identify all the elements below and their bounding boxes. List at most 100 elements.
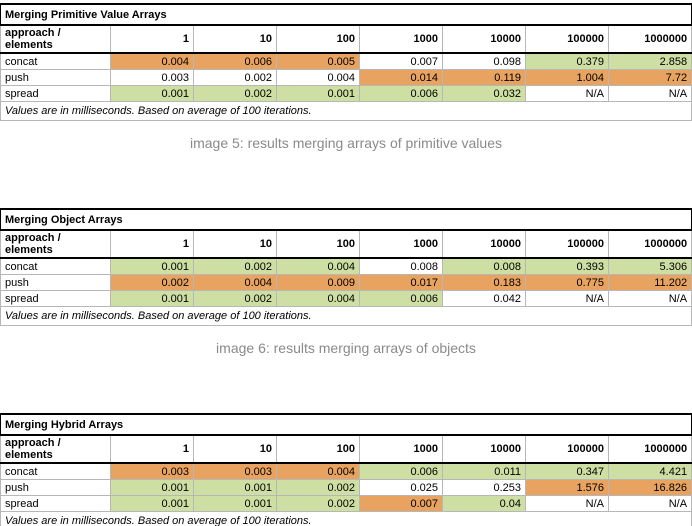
value-cell: 0.003: [110, 69, 194, 86]
value-cell: 0.002: [193, 257, 277, 275]
value-cell: 0.001: [110, 479, 194, 496]
value-cell: 0.002: [193, 69, 277, 86]
value-cell: 11.202: [607, 274, 692, 291]
value-cell: 0.001: [110, 290, 194, 307]
value-cell: 0.004: [276, 290, 360, 307]
table-footnote: Values are in milliseconds. Based on ave…: [0, 101, 692, 121]
value-cell: 2.858: [607, 52, 692, 70]
value-cell: N/A: [525, 290, 609, 307]
value-cell: 0.006: [359, 85, 443, 102]
row-label: concat: [0, 257, 111, 275]
value-cell: 0.393: [525, 257, 609, 275]
value-cell: 0.007: [359, 495, 443, 512]
value-cell: 0.002: [276, 495, 360, 512]
table-row-push: push 0.003 0.002 0.004 0.014 0.119 1.004 7.72: [0, 69, 692, 86]
value-cell: 0.006: [359, 290, 443, 307]
column-header-cell: 1: [110, 435, 194, 464]
column-header-cell: 10000: [442, 25, 526, 54]
table-footnote-row: Values are in milliseconds. Based on ave…: [0, 101, 692, 121]
column-header-cell: 100000: [525, 435, 609, 464]
value-cell: 0.001: [110, 495, 194, 512]
value-cell: N/A: [607, 495, 692, 512]
value-cell: 0.098: [442, 52, 526, 70]
value-cell: 0.003: [193, 462, 277, 480]
value-cell: 0.001: [276, 85, 360, 102]
column-header-cell: 10: [193, 435, 277, 464]
table-row-spread: spread 0.001 0.001 0.002 0.007 0.04 N/A N/A: [0, 495, 692, 512]
row-label: push: [0, 479, 111, 496]
value-cell: 1.576: [525, 479, 609, 496]
table-row-spread: spread 0.001 0.002 0.004 0.006 0.042 N/A N/A: [0, 290, 692, 307]
value-cell: N/A: [607, 85, 692, 102]
value-cell: 0.014: [359, 69, 443, 86]
column-header-cell: 10: [193, 230, 277, 259]
value-cell: 0.002: [276, 479, 360, 496]
table-header-row: approach / elements 1 10 100 1000 10000 100000…: [0, 435, 692, 464]
table-title: Merging Hybrid Arrays: [0, 413, 692, 436]
row-label: push: [0, 69, 111, 86]
corner-header-cell: approach / elements: [0, 230, 111, 259]
value-cell: 0.007: [359, 52, 443, 70]
value-cell: 0.005: [276, 52, 360, 70]
column-header-cell: 100: [276, 25, 360, 54]
table-title-row: Merging Primitive Value Arrays: [0, 3, 692, 26]
table-footnote: Values are in milliseconds. Based on ave…: [0, 511, 692, 526]
value-cell: 0.006: [193, 52, 277, 70]
column-header-cell: 1: [110, 25, 194, 54]
value-cell: 0.002: [193, 85, 277, 102]
value-cell: 0.001: [110, 257, 194, 275]
value-cell: 0.008: [359, 257, 443, 275]
value-cell: 0.775: [525, 274, 609, 291]
corner-header-cell: approach / elements: [0, 25, 111, 54]
value-cell: 0.004: [193, 274, 277, 291]
table-row-concat: concat 0.004 0.006 0.005 0.007 0.098 0.379 2.85…: [0, 52, 692, 70]
value-cell: 0.04: [442, 495, 526, 512]
value-cell: 5.306: [607, 257, 692, 275]
table-body: concat 0.004 0.006 0.005 0.007 0.098 0.379 2.85…: [0, 52, 692, 102]
value-cell: 0.017: [359, 274, 443, 291]
value-cell: 0.042: [442, 290, 526, 307]
results-table: Merging Object Arrays approach / element…: [0, 208, 692, 326]
value-cell: 0.253: [442, 479, 526, 496]
column-header-cell: 1000000: [607, 230, 692, 259]
value-cell: 0.004: [276, 462, 360, 480]
column-header-cell: 100: [276, 435, 360, 464]
value-cell: 0.004: [276, 257, 360, 275]
value-cell: 0.032: [442, 85, 526, 102]
results-table: Merging Hybrid Arrays approach / element…: [0, 413, 692, 526]
table-body: concat 0.001 0.002 0.004 0.008 0.008 0.393 5.30…: [0, 257, 692, 307]
row-label: spread: [0, 290, 111, 307]
column-header-cell: 1000000: [607, 25, 692, 54]
value-cell: 7.72: [607, 69, 692, 86]
value-cell: 0.001: [193, 479, 277, 496]
value-cell: 0.006: [359, 462, 443, 480]
results-table-section-3: Merging Hybrid Arrays approach / element…: [0, 413, 692, 526]
value-cell: 0.011: [442, 462, 526, 480]
value-cell: 0.002: [193, 290, 277, 307]
table-body: concat 0.003 0.003 0.004 0.006 0.011 0.347 4.42…: [0, 462, 692, 512]
row-label: concat: [0, 462, 111, 480]
value-cell: 0.004: [276, 69, 360, 86]
row-label: push: [0, 274, 111, 291]
column-header-cell: 1000000: [607, 435, 692, 464]
row-label: spread: [0, 85, 111, 102]
value-cell: 0.008: [442, 257, 526, 275]
table-title: Merging Primitive Value Arrays: [0, 3, 692, 26]
value-cell: N/A: [525, 495, 609, 512]
column-header-cell: 100000: [525, 230, 609, 259]
table-header-row: approach / elements 1 10 100 1000 10000 100000…: [0, 25, 692, 54]
value-cell: 16.826: [607, 479, 692, 496]
table-header-row: approach / elements 1 10 100 1000 10000 100000…: [0, 230, 692, 259]
corner-header-cell: approach / elements: [0, 435, 111, 464]
value-cell: 1.004: [525, 69, 609, 86]
table-row-concat: concat 0.003 0.003 0.004 0.006 0.011 0.347 4.42…: [0, 462, 692, 480]
table-footnote-row: Values are in milliseconds. Based on ave…: [0, 306, 692, 326]
table-caption: image 6: results merging arrays of objec…: [216, 340, 476, 356]
value-cell: 0.001: [110, 85, 194, 102]
column-header-cell: 1000: [359, 25, 443, 54]
table-title: Merging Object Arrays: [0, 208, 692, 231]
results-table: Merging Primitive Value Arrays approach …: [0, 3, 692, 121]
value-cell: 0.379: [525, 52, 609, 70]
value-cell: N/A: [607, 290, 692, 307]
